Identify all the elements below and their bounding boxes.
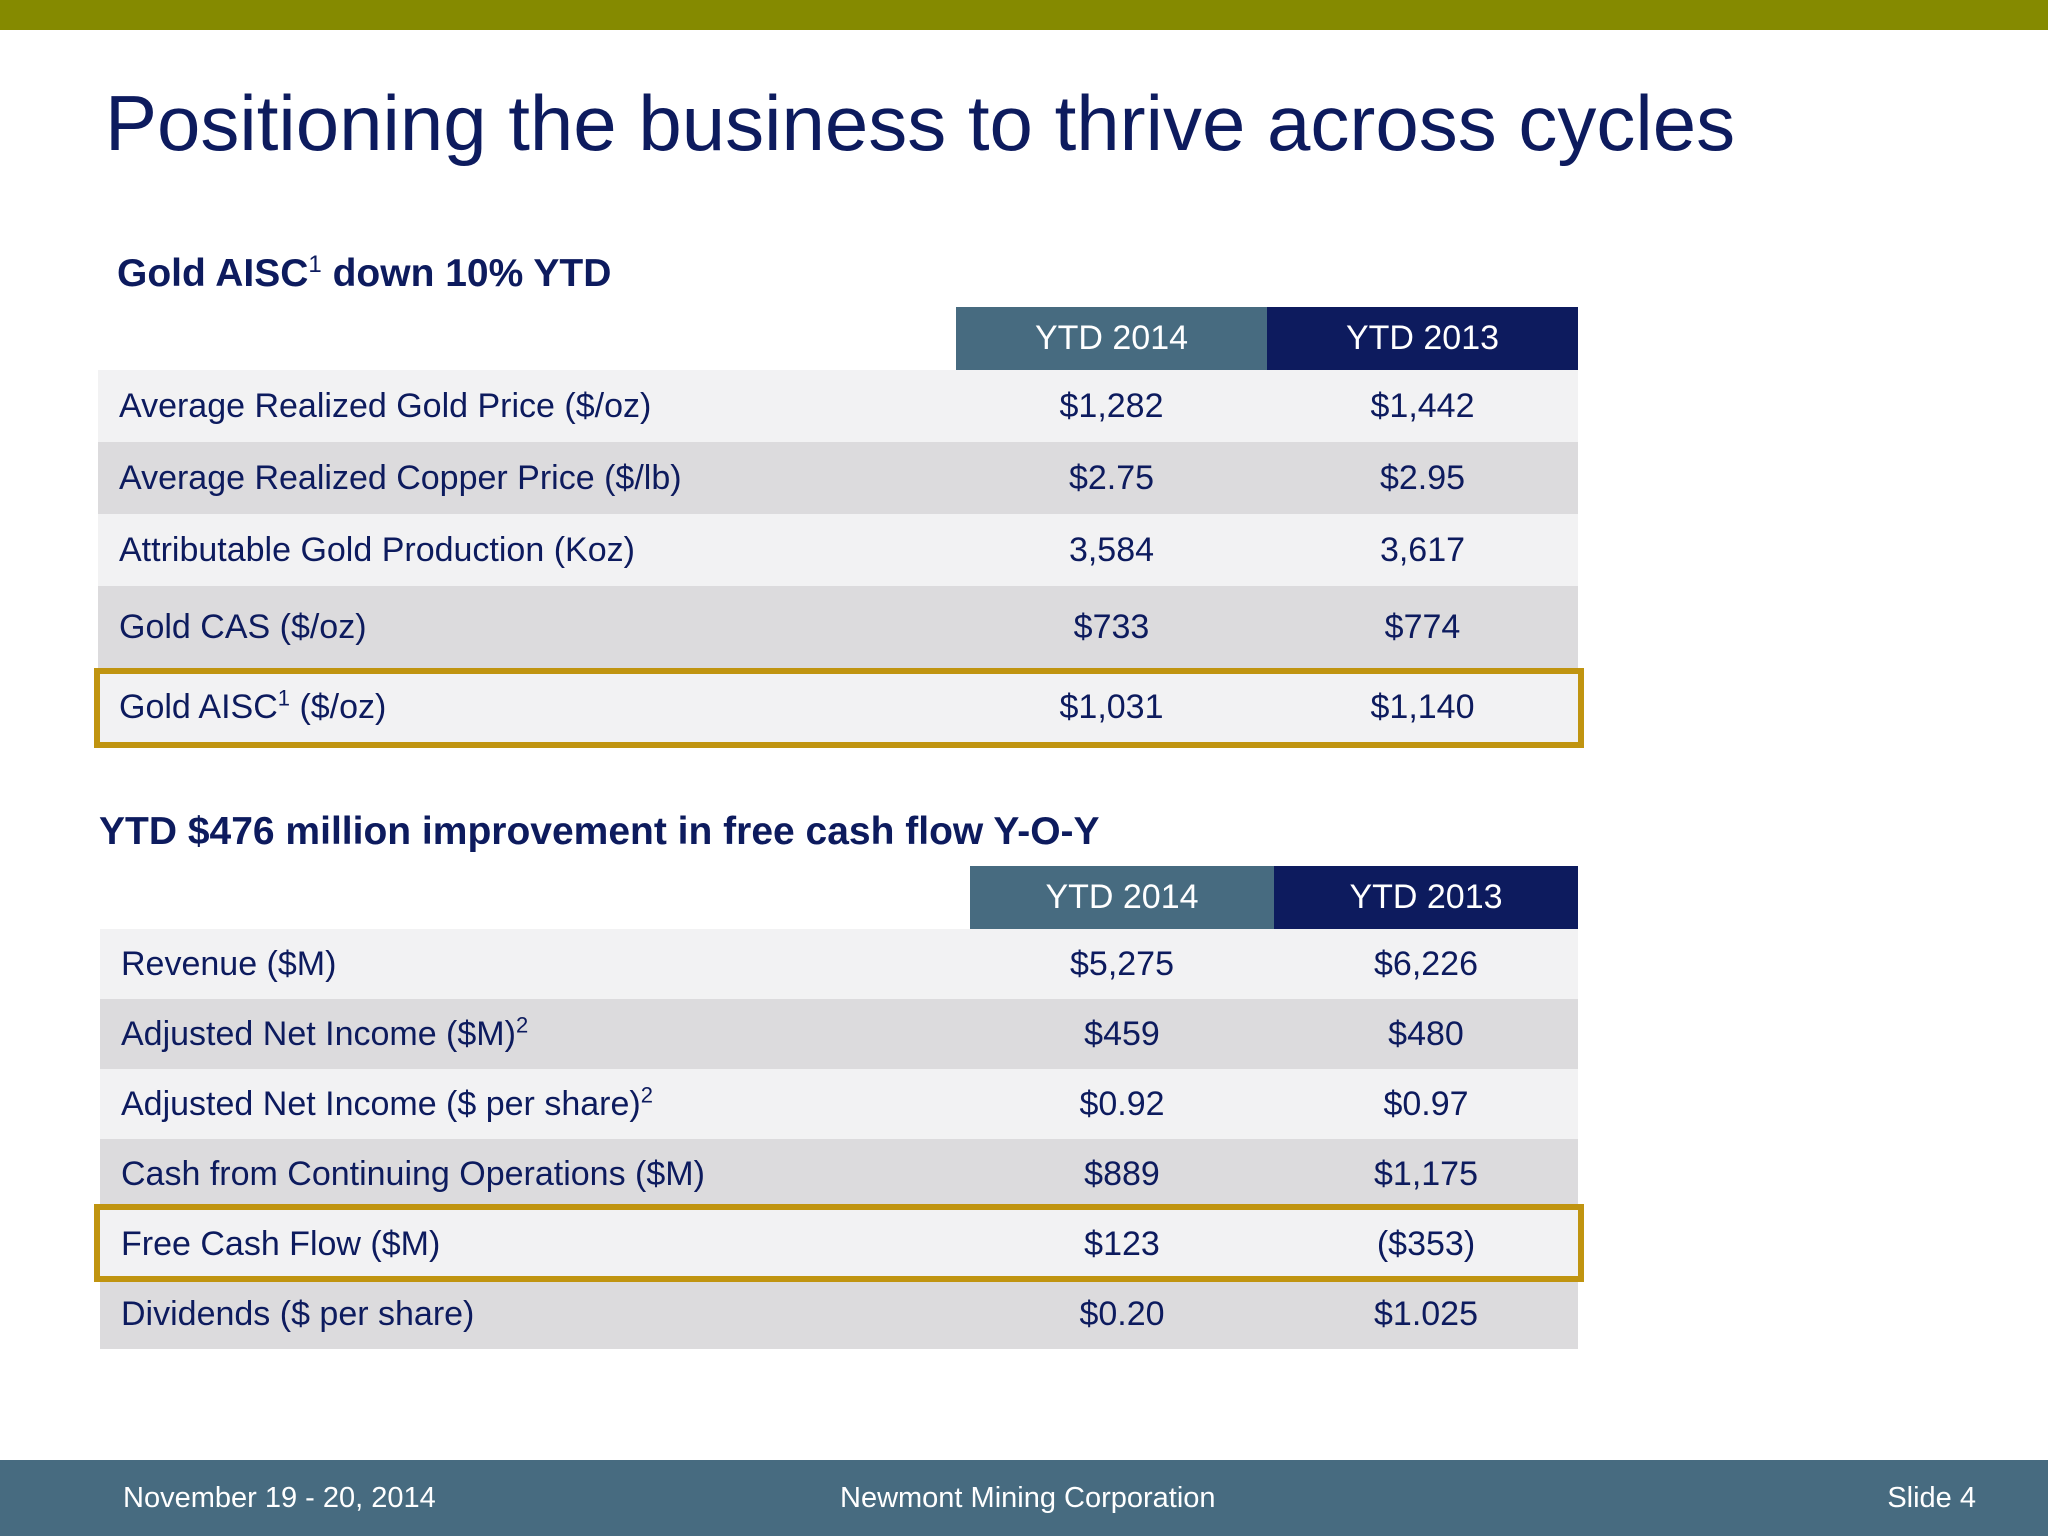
value-ytd-2014: $733 xyxy=(1073,608,1150,646)
row-label-text: Revenue ($M) xyxy=(121,944,337,983)
slide-number: Slide 4 xyxy=(1887,1482,1976,1514)
row-label: Revenue ($M) xyxy=(121,945,336,984)
value-ytd-2013: ($353) xyxy=(1376,1224,1476,1263)
value-ytd-2014: $0.20 xyxy=(1079,1294,1165,1333)
row-label-text: Gold AISC xyxy=(119,687,278,726)
value-ytd-2013: $774 xyxy=(1384,608,1461,646)
row-label: Adjusted Net Income ($ per share)2 xyxy=(121,1082,653,1124)
table-row-highlighted: Free Cash Flow ($M) $123 ($353) xyxy=(100,1209,1578,1279)
value-ytd-2014: $1,031 xyxy=(1059,687,1164,726)
value-ytd-2013: $1,140 xyxy=(1370,687,1475,726)
row-label: Attributable Gold Production (Koz) xyxy=(119,530,635,569)
value-ytd-2013: $1,442 xyxy=(1370,386,1475,425)
table-row: Average Realized Gold Price ($/oz) $1,28… xyxy=(98,370,1578,442)
row-label-text: Cash from Continuing Operations ($M) xyxy=(121,1154,705,1193)
row-label: Adjusted Net Income ($M)2 xyxy=(121,1012,529,1054)
value-ytd-2013: $2.95 xyxy=(1379,458,1466,497)
value-ytd-2013: $480 xyxy=(1388,1014,1464,1053)
column-header-ytd-2013: YTD 2013 xyxy=(1267,307,1578,370)
section2-heading: YTD $476 million improvement in free cas… xyxy=(99,810,1100,853)
row-label: Dividends ($ per share) xyxy=(121,1295,474,1334)
top-accent-bar xyxy=(0,0,2048,30)
row-label: Gold CAS ($/oz) xyxy=(119,608,367,646)
financial-metrics-table: YTD 2014 YTD 2013 Revenue ($M) $5,275 $6… xyxy=(100,866,1580,1350)
value-ytd-2014: $889 xyxy=(1084,1154,1160,1193)
table-row: Dividends ($ per share) $0.20 $1.025 xyxy=(100,1279,1578,1349)
table-row: Adjusted Net Income ($M)2 $459 $480 xyxy=(100,999,1578,1069)
section1-heading: Gold AISC1 down 10% YTD xyxy=(117,252,611,296)
row-label-text: Free Cash Flow ($M) xyxy=(121,1224,441,1263)
value-ytd-2014: $5,275 xyxy=(1070,944,1174,983)
value-ytd-2013: $0.97 xyxy=(1383,1084,1469,1123)
section1-heading-suffix: down 10% YTD xyxy=(321,252,612,295)
row-label: Average Realized Gold Price ($/oz) xyxy=(119,386,652,425)
table-row: Gold CAS ($/oz) $733 $774 xyxy=(98,586,1578,669)
row-label: Gold AISC1 ($/oz) xyxy=(119,685,387,727)
footnote-marker: 1 xyxy=(308,251,322,278)
row-label-text: Adjusted Net Income ($M) xyxy=(121,1014,516,1053)
column-header-ytd-2014: YTD 2014 xyxy=(970,866,1274,929)
row-label: Cash from Continuing Operations ($M) xyxy=(121,1155,705,1194)
table-row: Revenue ($M) $5,275 $6,226 xyxy=(100,929,1578,999)
row-label-suffix: ($/oz) xyxy=(290,687,387,726)
value-ytd-2014: $2.75 xyxy=(1068,458,1155,497)
footer-company: Newmont Mining Corporation xyxy=(840,1482,1216,1514)
footnote-marker: 2 xyxy=(515,1012,529,1038)
column-header-ytd-2014: YTD 2014 xyxy=(956,307,1267,370)
table-row: Cash from Continuing Operations ($M) $88… xyxy=(100,1139,1578,1209)
value-ytd-2013: $1,175 xyxy=(1374,1154,1478,1193)
footnote-marker: 1 xyxy=(277,685,290,711)
value-ytd-2014: $1,282 xyxy=(1059,386,1164,425)
gold-metrics-table: YTD 2014 YTD 2013 Average Realized Gold … xyxy=(98,307,1580,747)
value-ytd-2013: $6,226 xyxy=(1374,944,1478,983)
slide-title: Positioning the business to thrive acros… xyxy=(105,79,1736,167)
table-row: Average Realized Copper Price ($/lb) $2.… xyxy=(98,442,1578,514)
value-ytd-2013: $1.025 xyxy=(1374,1294,1478,1333)
table-row: Adjusted Net Income ($ per share)2 $0.92… xyxy=(100,1069,1578,1139)
section1-heading-text: Gold AISC xyxy=(117,252,309,295)
column-header-ytd-2013: YTD 2013 xyxy=(1274,866,1578,929)
table-row-highlighted: Gold AISC1 ($/oz) $1,031 $1,140 xyxy=(98,669,1578,745)
value-ytd-2014: $123 xyxy=(1084,1224,1160,1263)
value-ytd-2014: $459 xyxy=(1084,1014,1160,1053)
footer-date: November 19 - 20, 2014 xyxy=(123,1482,436,1514)
value-ytd-2014: 3,584 xyxy=(1068,530,1155,569)
value-ytd-2014: $0.92 xyxy=(1079,1084,1165,1123)
row-label-text: Dividends ($ per share) xyxy=(121,1294,475,1333)
slide-footer: November 19 - 20, 2014 Newmont Mining Co… xyxy=(0,1460,2048,1536)
row-label-text: Adjusted Net Income ($ per share) xyxy=(121,1084,641,1123)
value-ytd-2013: 3,617 xyxy=(1379,530,1466,569)
footnote-marker: 2 xyxy=(640,1082,653,1108)
table-row: Attributable Gold Production (Koz) 3,584… xyxy=(98,514,1578,586)
row-label: Average Realized Copper Price ($/lb) xyxy=(119,458,682,497)
row-label: Free Cash Flow ($M) xyxy=(121,1225,440,1264)
